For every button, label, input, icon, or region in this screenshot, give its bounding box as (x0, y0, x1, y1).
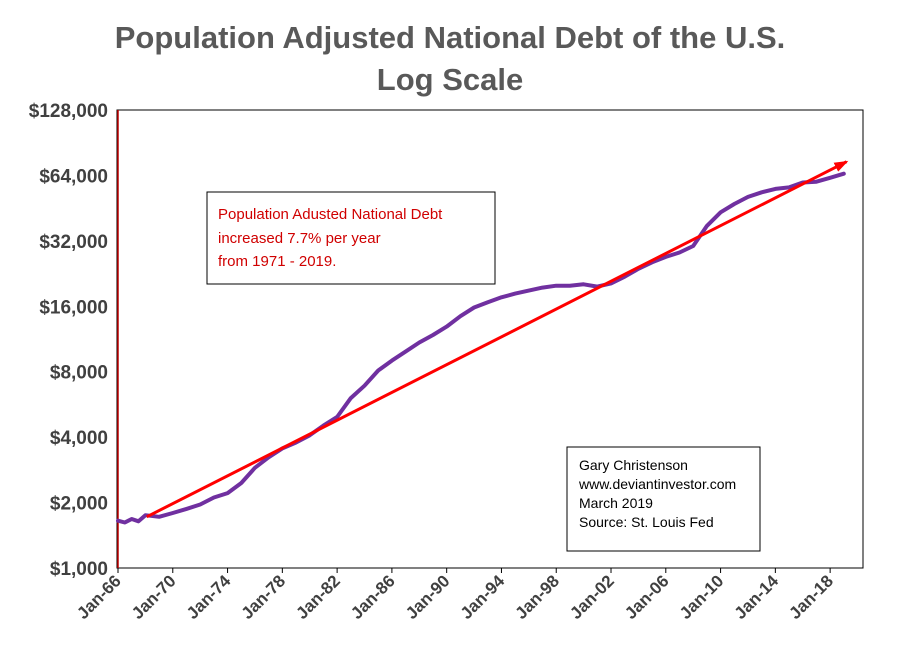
x-tick-label: Jan-98 (512, 571, 564, 623)
growth-annotation-line-1: Population Adusted National Debt (218, 206, 443, 223)
x-tick-label: Jan-70 (128, 571, 180, 623)
source-annotation-box: Gary Christenson www.deviantinvestor.com… (566, 446, 761, 552)
x-tick-label: Jan-82 (292, 571, 344, 623)
plot-area (116, 109, 864, 569)
x-tick-label: Jan-74 (183, 571, 235, 623)
growth-annotation-box: Population Adusted National Debt increas… (206, 191, 496, 285)
growth-annotation-line-2: increased 7.7% per year (218, 230, 381, 247)
x-tick-label: Jan-94 (457, 571, 509, 623)
x-tick-label: Jan-02 (566, 571, 618, 623)
x-tick-label: Jan-06 (621, 571, 673, 623)
y-tick-label: $4,000 (50, 428, 108, 449)
x-tick-label: Jan-10 (676, 571, 728, 623)
y-tick-label: $128,000 (29, 101, 108, 122)
y-tick-label: $16,000 (39, 297, 108, 318)
x-tick-label: Jan-18 (785, 571, 837, 623)
y-tick-label: $1,000 (50, 559, 108, 580)
source-annotation-line-2: www.deviantinvestor.com (578, 476, 736, 492)
x-tick-label: Jan-90 (402, 571, 454, 623)
source-annotation-line-1: Gary Christenson (579, 457, 688, 473)
y-tick-label: $8,000 (50, 363, 108, 384)
source-annotation-line-3: March 2019 (579, 495, 653, 511)
x-axis-ticks: Jan-66 Jan-70 Jan-74 Jan-78 Jan-82 Jan-86 Jan-… (73, 568, 837, 623)
chart-title: Population Adjusted National Debt of the… (115, 20, 786, 55)
debt-series-line (116, 171, 846, 525)
trend-arrow (146, 160, 849, 519)
source-annotation-line-4: Source: St. Louis Fed (579, 514, 714, 530)
y-tick-label: $32,000 (39, 232, 108, 253)
y-tick-label: $64,000 (39, 166, 108, 187)
y-axis-ticks: $1,000 $2,000 $4,000 $8,000 $16,000 $32,000 $6… (29, 101, 108, 580)
chart-subtitle: Log Scale (377, 62, 523, 97)
x-tick-label: Jan-86 (347, 571, 399, 623)
x-tick-label: Jan-78 (238, 571, 290, 623)
y-tick-label: $2,000 (50, 494, 108, 515)
growth-annotation-line-3: from 1971 - 2019. (218, 253, 336, 270)
x-tick-label: Jan-14 (731, 571, 783, 623)
